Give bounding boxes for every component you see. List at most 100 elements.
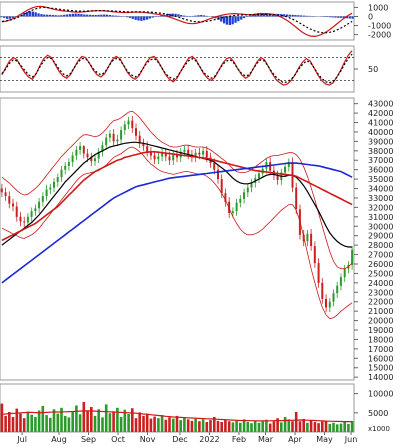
candle-body: [172, 155, 174, 161]
candle-body: [64, 166, 66, 170]
macd-histogram-bar: [72, 14, 74, 17]
volume-bar: [209, 420, 212, 432]
volume-ytick-label: 5000: [368, 409, 388, 418]
xtick-label: Jun: [344, 435, 358, 444]
candle-body: [38, 202, 40, 209]
volume-bar: [329, 424, 332, 432]
volume-bar: [86, 411, 89, 432]
candle-body: [42, 196, 44, 202]
macd-histogram-bar: [306, 16, 308, 17]
volume-bar: [224, 419, 227, 432]
candle-body: [157, 157, 159, 160]
volume-bar: [42, 406, 45, 432]
volume-bar: [194, 419, 197, 432]
candle-body: [57, 177, 59, 182]
volume-bar: [325, 421, 328, 432]
macd-ytick-label: -1000: [368, 22, 391, 31]
volume-bar: [45, 415, 48, 432]
candle-body: [236, 203, 238, 212]
candle-body: [247, 188, 249, 193]
candle-body: [183, 150, 185, 152]
volume-bar: [94, 416, 97, 432]
candle-body: [87, 154, 89, 158]
volume-bar: [30, 415, 33, 432]
price-ytick-label: 27000: [368, 251, 393, 260]
volume-bar: [71, 412, 74, 432]
price-ytick-label: 35000: [368, 175, 393, 184]
price-ytick-label: 34000: [368, 185, 393, 194]
volume-bar: [4, 416, 7, 432]
price-ytick-label: 38000: [368, 147, 393, 156]
volume-bar: [250, 423, 253, 432]
candle-body: [94, 158, 96, 161]
price-ytick-label: 16000: [368, 354, 393, 363]
volume-bar: [314, 422, 317, 432]
volume-bar: [79, 414, 82, 432]
price-ytick-label: 23000: [368, 288, 393, 297]
candle-body: [83, 146, 85, 154]
rsi-frame: [0, 46, 354, 92]
price-ytick-label: 31000: [368, 213, 393, 222]
price-ytick-label: 14000: [368, 373, 393, 382]
macd-histogram-bar: [9, 17, 11, 19]
candle-body: [53, 182, 55, 188]
price-ytick-label: 18000: [368, 335, 393, 344]
candle-body: [344, 269, 346, 278]
volume-bar: [336, 424, 339, 432]
macd-histogram-bar: [289, 15, 291, 17]
volume-bar: [83, 402, 86, 432]
volume-bar: [165, 420, 168, 432]
volume-bar: [105, 404, 108, 432]
candle-body: [124, 124, 126, 130]
volume-bar: [332, 423, 335, 432]
macd-histogram-bar: [95, 15, 97, 16]
macd-histogram-bar: [3, 17, 5, 18]
candle-body: [128, 121, 130, 125]
macd-histogram-bar: [129, 17, 131, 18]
candle-body: [351, 250, 353, 265]
xtick-label: Aug: [51, 435, 67, 444]
candle-body: [116, 140, 118, 142]
macd-histogram-bar: [329, 17, 331, 18]
candle-body: [284, 167, 286, 173]
macd-histogram-bar: [351, 17, 353, 19]
volume-bar: [16, 409, 19, 432]
candle-body: [23, 222, 25, 223]
candle-body: [75, 150, 77, 156]
macd-histogram-bar: [206, 16, 208, 17]
volume-bar: [135, 418, 138, 432]
volume-bar: [340, 424, 343, 432]
candle-body: [198, 153, 200, 155]
volume-bar: [34, 417, 37, 432]
volume-bar: [343, 422, 346, 432]
candle-body: [68, 162, 70, 166]
volume-bar: [347, 424, 350, 432]
candle-body: [321, 283, 323, 299]
volume-bar: [317, 423, 320, 432]
macd-histogram-bar: [340, 17, 342, 18]
candle-body: [34, 208, 36, 211]
volume-bar: [1, 404, 4, 432]
macd-histogram-bar: [43, 15, 45, 17]
candle-body: [5, 192, 7, 196]
candle-body: [336, 286, 338, 294]
volume-bar: [8, 412, 11, 432]
macd-histogram-bar: [37, 13, 39, 16]
volume-bar: [146, 414, 149, 432]
xtick-label: Oct: [111, 435, 125, 444]
xtick-label: Nov: [140, 435, 156, 444]
macd-histogram-bar: [237, 17, 239, 22]
macd-histogram-bar: [203, 15, 205, 16]
volume-bar: [183, 418, 186, 432]
price-ytick-label: 19000: [368, 326, 393, 335]
volume-bar: [288, 419, 291, 432]
candle-body: [243, 192, 245, 199]
price-ytick-label: 17000: [368, 345, 393, 354]
macd-histogram-bar: [200, 15, 202, 16]
volume-bar: [302, 419, 305, 432]
macd-histogram-bar: [106, 15, 108, 17]
macd-histogram-bar: [337, 17, 339, 18]
price-ytick-label: 42000: [368, 109, 393, 118]
volume-bar: [161, 415, 164, 432]
